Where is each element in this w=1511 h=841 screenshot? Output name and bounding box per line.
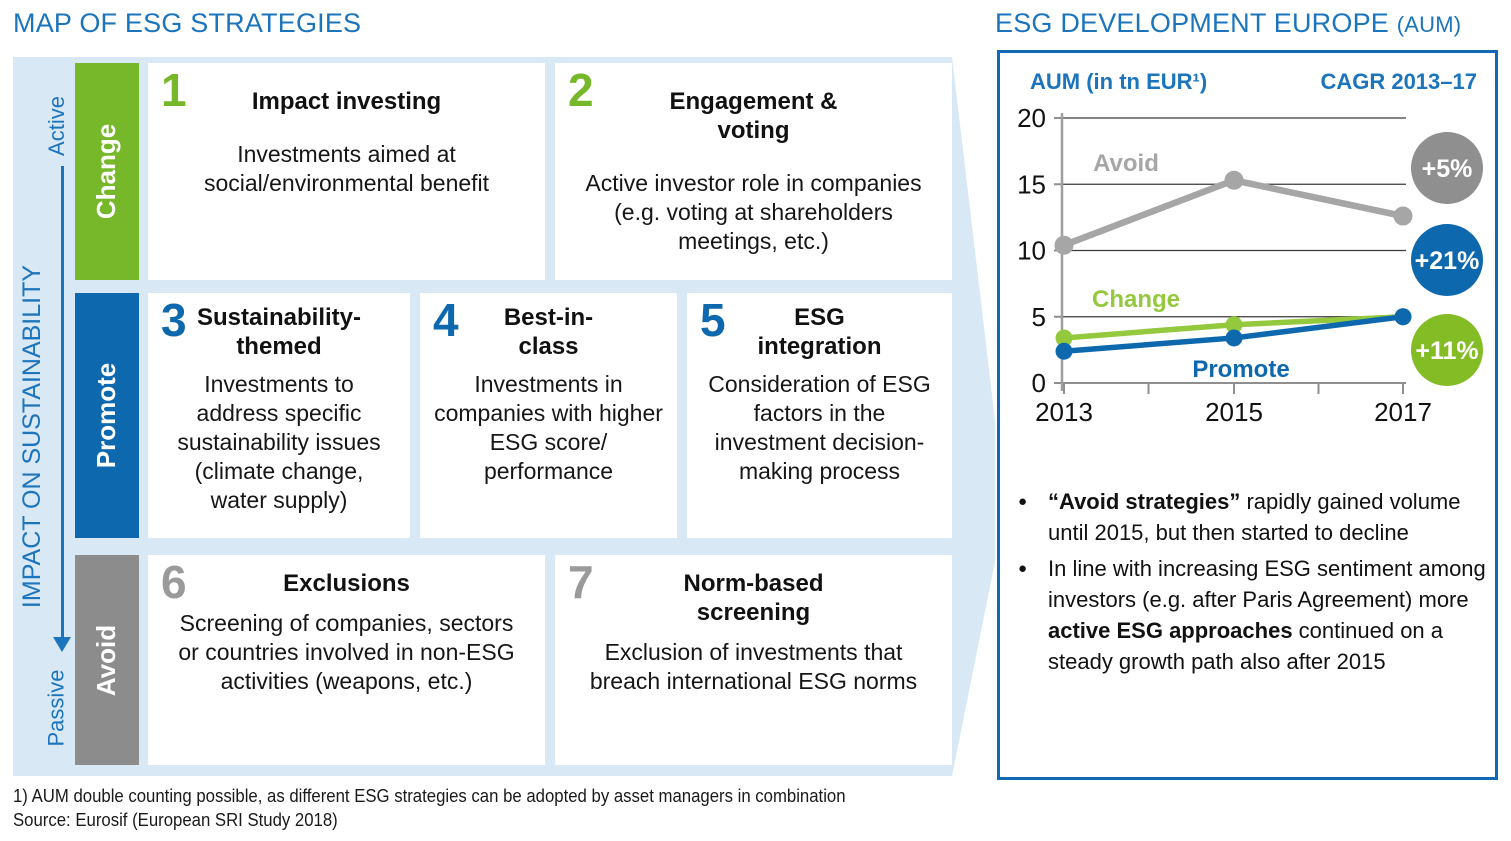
axis-passive-text: Passive (44, 668, 70, 747)
data-point-avoid (1224, 170, 1244, 190)
card-desc: Investments aimed at social/environmenta… (203, 141, 490, 196)
group-bar-avoid: Avoid (75, 555, 139, 765)
impact-axis-arrow-line (61, 166, 64, 638)
card-number: 5 (700, 294, 726, 346)
y-tick-label: 20 (1017, 103, 1046, 133)
right-section-title-suffix: (AUM) (1396, 12, 1462, 37)
bullet-dot-icon: ● (1018, 493, 1028, 510)
data-point-change (1225, 316, 1243, 334)
group-bar-change-label: Change (91, 123, 122, 220)
strategy-card-best-in-class: 4 Best-in- class Investments in companie… (420, 293, 677, 538)
card-title: Norm-based screening (683, 570, 824, 626)
card-title: ESG integration (757, 304, 882, 360)
cagr-badge-label: +5% (1422, 155, 1473, 183)
axis-active-label: Active (36, 66, 78, 186)
card-number: 3 (161, 294, 187, 346)
strategy-card-engagement-voting: 2 Engagement & voting Active investor ro… (555, 63, 952, 280)
bullet-item: ● “Avoid strategies” rapidly gained volum… (1016, 486, 1488, 548)
group-bar-promote: Promote (75, 293, 139, 538)
y-tick-label: 0 (1032, 368, 1046, 398)
data-point-promote (1225, 329, 1243, 347)
data-point-change (1055, 329, 1073, 347)
chart-y-axis-title: AUM (in tn EUR¹) (1030, 69, 1208, 94)
cagr-badge-change (1411, 314, 1483, 386)
card-desc: Investments to address specific sustaina… (177, 371, 381, 513)
card-title: Exclusions (283, 570, 410, 597)
footnotes: 1) AUM double counting possible, as diff… (13, 784, 846, 832)
strategy-card-sustainability-themed: 3 Sustainability- themed Investments to … (148, 293, 410, 538)
esg-development-panel: AUM (in tn EUR¹) CAGR 2013–17 0 5 10 15 20 20… (997, 50, 1498, 780)
footnote-source: Source: Eurosif (European SRI Study 2018… (13, 810, 338, 830)
card-desc: Exclusion of investments that breach int… (589, 639, 918, 694)
bullet-text: In line with increasing ESG sentiment am… (1048, 556, 1486, 674)
bullet-list: ● “Avoid strategies” rapidly gained volum… (1016, 486, 1488, 682)
footnote-1: 1) AUM double counting possible, as diff… (13, 786, 846, 806)
axis-active-text: Active (44, 96, 70, 156)
y-tick-label: 10 (1017, 236, 1046, 266)
data-point-avoid (1393, 206, 1413, 226)
strategy-card-exclusions: 6 Exclusions Screening of companies, sec… (148, 555, 545, 765)
card-number: 6 (161, 556, 187, 608)
group-bar-change: Change (75, 63, 139, 280)
right-section-title: ESG DEVELOPMENT EUROPE (AUM) (995, 8, 1461, 39)
card-desc: Screening of companies, sectors or count… (178, 610, 515, 694)
impact-axis-label: IMPACT ON SUSTAINABILITY (12, 228, 54, 644)
x-tick-label: 2017 (1374, 397, 1432, 427)
card-title: Engagement & voting (669, 88, 838, 144)
card-desc: Active investor role in companies (e.g. … (585, 170, 922, 254)
card-title: Sustainability- themed (196, 304, 362, 360)
right-section-title-main: ESG DEVELOPMENT EUROPE (995, 8, 1390, 38)
impact-axis-text: IMPACT ON SUSTAINABILITY (18, 264, 47, 608)
cagr-badge-label: +21% (1415, 247, 1480, 275)
aum-line-chart: 0 5 10 15 20 2013 2015 2017 Avoid Change Promote +5… (1017, 103, 1483, 427)
card-title: Best-in- class (503, 304, 594, 360)
card-desc: Consideration of ESG factors in the inve… (708, 371, 931, 484)
strategy-card-esg-integration: 5 ESG integration Consideration of ESG f… (687, 293, 952, 538)
card-desc: Investments in companies with higher ESG… (434, 371, 663, 484)
data-point-avoid (1054, 235, 1074, 255)
series-label-avoid: Avoid (1093, 150, 1159, 177)
axis-passive-label: Passive (36, 645, 78, 770)
data-point-promote (1394, 308, 1412, 326)
series-label-promote: Promote (1192, 356, 1289, 383)
card-title: Impact investing (251, 88, 442, 115)
series-line-avoid (1062, 176, 1404, 249)
cagr-badge-promote (1411, 224, 1483, 296)
card-number: 1 (161, 64, 187, 116)
card-number: 2 (568, 64, 594, 116)
card-number: 7 (568, 556, 594, 608)
bullet-item: ● In line with increasing ESG sentiment a… (1016, 553, 1488, 677)
chart-cagr-title: CAGR 2013–17 (1320, 69, 1477, 94)
bullet-text: “Avoid strategies” rapidly gained volume… (1048, 489, 1461, 545)
x-tick-label: 2013 (1035, 397, 1093, 427)
y-tick-label: 15 (1017, 169, 1046, 199)
y-tick-label: 5 (1032, 302, 1046, 332)
cagr-badge-avoid (1411, 132, 1483, 204)
group-bar-avoid-label: Avoid (91, 624, 122, 696)
strategy-card-impact-investing: 1 Impact investing Investments aimed at … (148, 63, 545, 280)
x-tick-label: 2015 (1205, 397, 1263, 427)
group-bar-promote-label: Promote (91, 362, 122, 469)
series-label-change: Change (1092, 286, 1180, 313)
left-section-title: MAP OF ESG STRATEGIES (13, 8, 362, 38)
impact-axis-arrow-head-icon (53, 637, 71, 652)
cagr-badge-label: +11% (1415, 337, 1478, 365)
bullet-dot-icon: ● (1018, 560, 1028, 577)
card-number: 4 (433, 294, 459, 346)
data-point-promote (1055, 342, 1073, 360)
strategy-card-norm-based-screening: 7 Norm-based screening Exclusion of inve… (555, 555, 952, 765)
